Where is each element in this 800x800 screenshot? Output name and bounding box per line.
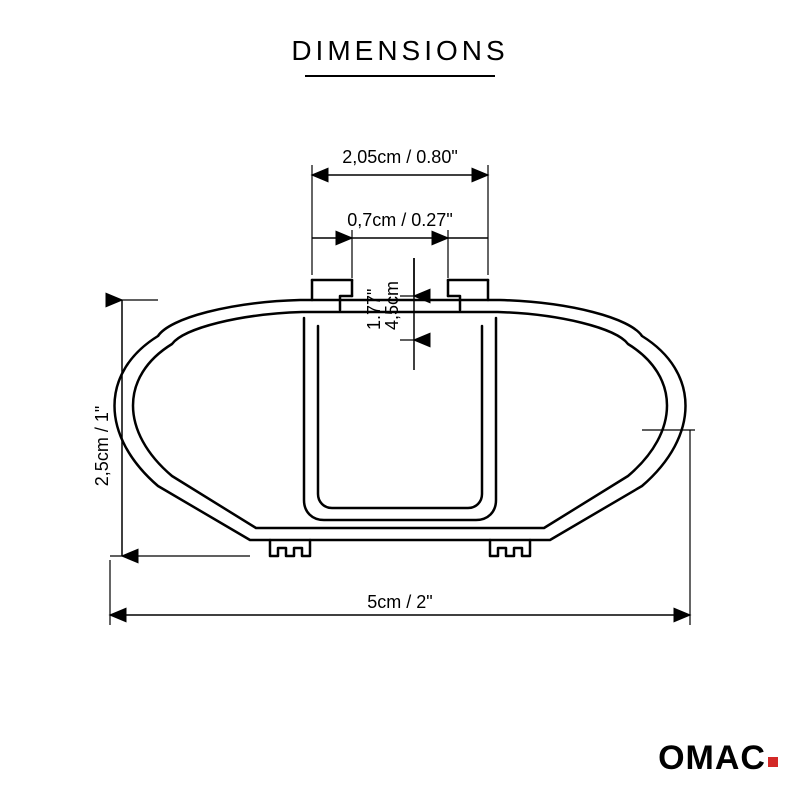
brand-accent-icon [768,757,778,767]
dim-height: 2,5cm / 1" [92,300,250,556]
dim-depth: 4,5cm 1.77" [364,258,430,370]
dim-height-label: 2,5cm / 1" [92,406,112,486]
brand-text: OMAC [658,739,766,777]
brand-logo: OMAC [658,739,778,778]
dim-top-inner-label: 0,7cm / 0.27" [347,210,452,230]
dim-width-label: 5cm / 2" [367,592,432,612]
dim-top-outer-label: 2,05cm / 0.80" [342,147,457,167]
dim-top-inner: 0,7cm / 0.27" [312,210,488,278]
dim-depth-in: 1.77" [364,289,384,330]
dimension-diagram: DIMENSIONS [0,0,800,800]
dim-depth-cm: 4,5cm [382,281,402,330]
diagram-svg: 2,05cm / 0.80" 0,7cm / 0.27" 4,5cm 1.77" [0,0,800,800]
